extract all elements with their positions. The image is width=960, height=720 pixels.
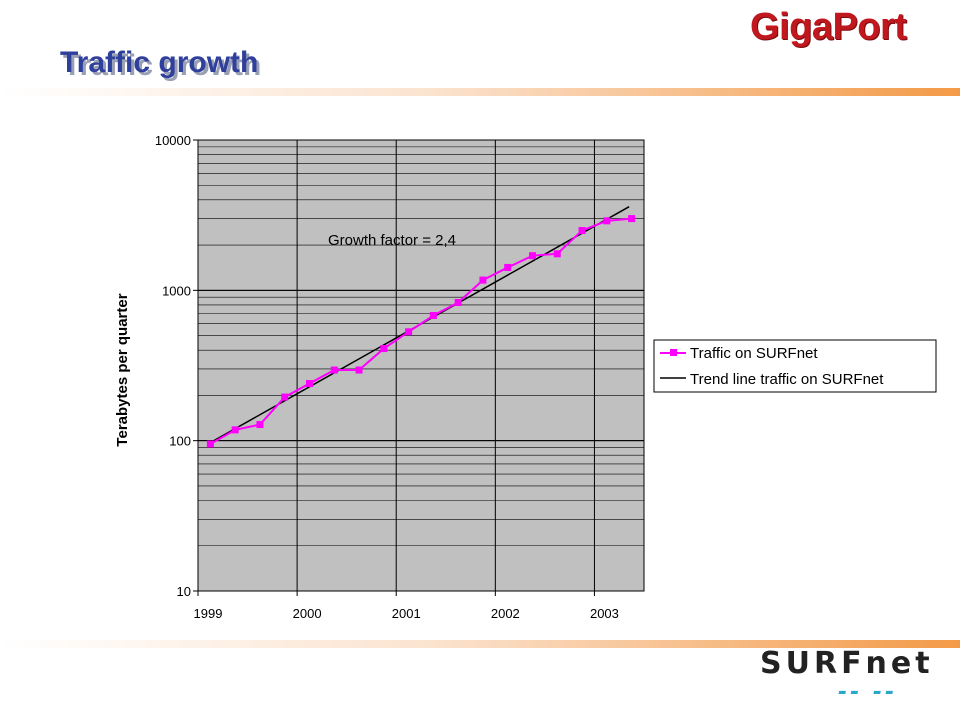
x-tick-label: 1999 (194, 606, 223, 621)
traffic-point (281, 393, 289, 401)
footer-divider-band (0, 640, 960, 648)
legend-traffic-swatch-marker (670, 349, 677, 356)
y-tick-label: 10000 (155, 133, 191, 148)
traffic-point (306, 380, 313, 388)
page-title: Traffic growth (60, 46, 259, 79)
traffic-point (454, 298, 462, 306)
header-divider-band (0, 88, 960, 96)
x-tick-label: 2003 (590, 606, 619, 621)
y-tick-label: 1000 (162, 283, 191, 298)
x-tick-label: 2002 (491, 606, 520, 621)
traffic-point (256, 421, 264, 429)
x-tick-label: 2001 (392, 606, 421, 621)
plot-area (197, 139, 645, 592)
legend-box (653, 339, 937, 393)
surfnet-logo-text: SURFnet (760, 646, 934, 681)
legend-traffic-label: Traffic on SURFnet (690, 345, 818, 362)
traffic-point (479, 276, 487, 284)
traffic-point (355, 366, 363, 374)
y-axis-ticks: 10000 1000 100 10 (155, 133, 198, 599)
legend: Traffic on SURFnet Trend line traffic on… (653, 339, 937, 393)
surfnet-logo: SURFnet (760, 646, 934, 681)
growth-factor-annotation: Growth factor = 2,4 (328, 232, 456, 249)
x-tick-label: 2000 (293, 606, 322, 621)
traffic-point (578, 227, 586, 235)
traffic-point (206, 440, 214, 448)
surfnet-logo-accent: -- -- (838, 680, 898, 705)
traffic-point (529, 252, 536, 260)
x-axis-ticks: 1999 2000 2001 2002 2003 (194, 591, 619, 621)
traffic-point (504, 263, 512, 271)
y-tick-label: 10 (177, 584, 191, 599)
y-axis-label: Terabytes per quarter (114, 293, 131, 446)
traffic-point (330, 366, 338, 374)
traffic-point (380, 345, 388, 353)
traffic-point (553, 250, 561, 258)
traffic-point (628, 215, 636, 223)
traffic-point (603, 217, 611, 225)
vertical-gridlines (197, 140, 645, 591)
y-tick-label: 100 (169, 434, 191, 449)
traffic-point (405, 328, 413, 336)
gigaport-logo: GigaPort (750, 6, 907, 48)
legend-trend-label: Trend line traffic on SURFnet (690, 371, 884, 388)
traffic-line (209, 217, 632, 445)
horizontal-gridlines (198, 139, 644, 592)
traffic-point (231, 426, 239, 434)
series-layer (206, 206, 636, 448)
traffic-point (429, 312, 437, 320)
